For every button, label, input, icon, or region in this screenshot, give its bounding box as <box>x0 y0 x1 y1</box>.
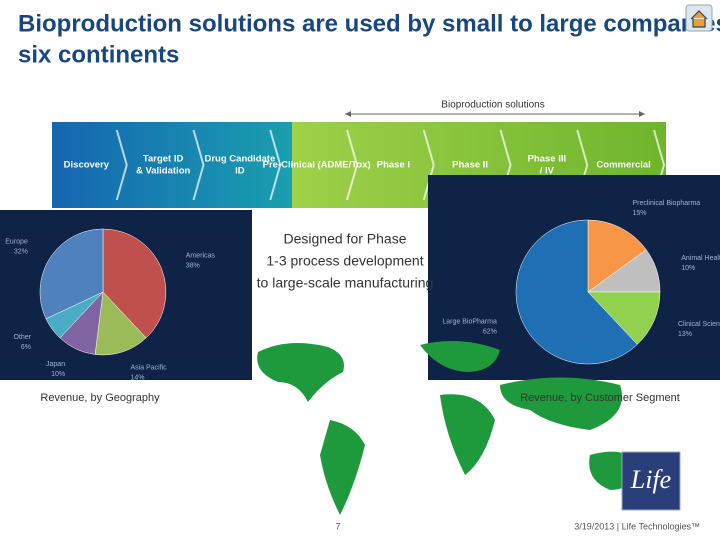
continent <box>420 341 500 372</box>
pie-slice <box>94 291 147 356</box>
slice-label: Japan <box>46 361 65 368</box>
slice-label: Europe <box>5 238 28 245</box>
page-number: 7 <box>335 521 340 531</box>
bracket-bg <box>430 98 560 112</box>
pie-slice <box>587 291 661 345</box>
stage-label: Phase I <box>377 160 410 171</box>
stage-label: Commercial <box>596 160 650 171</box>
continent <box>500 377 622 430</box>
pie-slice <box>39 228 104 320</box>
continent <box>257 343 344 402</box>
chart-caption: Revenue, by Geography <box>40 392 160 404</box>
bracket-label: Bioproduction solutions <box>441 100 544 111</box>
slice-value: 62% <box>483 328 497 335</box>
slice-label: Preclinical Biopharma <box>632 200 700 207</box>
logo: Life <box>630 465 671 494</box>
pipeline-band <box>52 122 292 208</box>
stage-label: Drug Candidate <box>205 154 276 165</box>
chevron <box>192 129 205 201</box>
note-line: Designed for Phase <box>284 231 407 247</box>
slice-value: 38% <box>186 263 200 270</box>
pie-slice <box>587 219 647 293</box>
title-line: six continents <box>18 41 179 68</box>
slice-label: Asia Pacific <box>131 365 168 372</box>
stage-label: Target ID <box>143 154 184 165</box>
chart-caption: Revenue, by Customer Segment <box>520 392 680 404</box>
home-glyph[interactable] <box>690 10 708 28</box>
stage-label: Discovery <box>64 160 110 171</box>
slice-label: Clinical Sciences <box>678 321 720 328</box>
slice-value: 32% <box>14 248 28 255</box>
home-icon[interactable] <box>685 4 713 32</box>
slice-label: Americas <box>186 253 216 260</box>
chevron <box>346 129 359 201</box>
chevron <box>269 129 282 201</box>
note-line: 1-3 process development <box>266 253 423 269</box>
title-line: Bioproduction solutions are used by smal… <box>18 10 720 37</box>
world-map <box>257 341 640 515</box>
slice-label: Other <box>13 334 31 341</box>
continent <box>440 394 495 475</box>
slice-label: Large BioPharma <box>442 318 497 325</box>
slice-value: 14% <box>131 375 145 382</box>
stage-label: Pre-Clinical (ADME/Tox) <box>263 160 371 171</box>
logo-box <box>621 451 681 511</box>
stage-label: & Validation <box>136 166 191 177</box>
pie-slice <box>515 219 638 365</box>
slice-value: 10% <box>51 371 65 378</box>
footer-text: 3/19/2013 | Life Technologies™ <box>574 521 700 531</box>
chevron <box>115 129 128 201</box>
stage-label: / IV <box>540 166 555 177</box>
pie-slice <box>102 228 167 339</box>
slice-value: 10% <box>681 265 695 272</box>
slice-value: 6% <box>21 344 31 351</box>
slice-value: 13% <box>678 331 692 338</box>
slice-value: 15% <box>632 210 646 217</box>
stage-label: ID <box>235 166 245 177</box>
note-line: to large-scale manufacturing <box>257 275 434 291</box>
chevron <box>422 129 435 201</box>
continent <box>320 420 365 515</box>
slice-label: Animal Health <box>681 255 720 262</box>
stage-label: Phase III <box>528 154 567 165</box>
stage-label: Phase II <box>452 160 488 171</box>
